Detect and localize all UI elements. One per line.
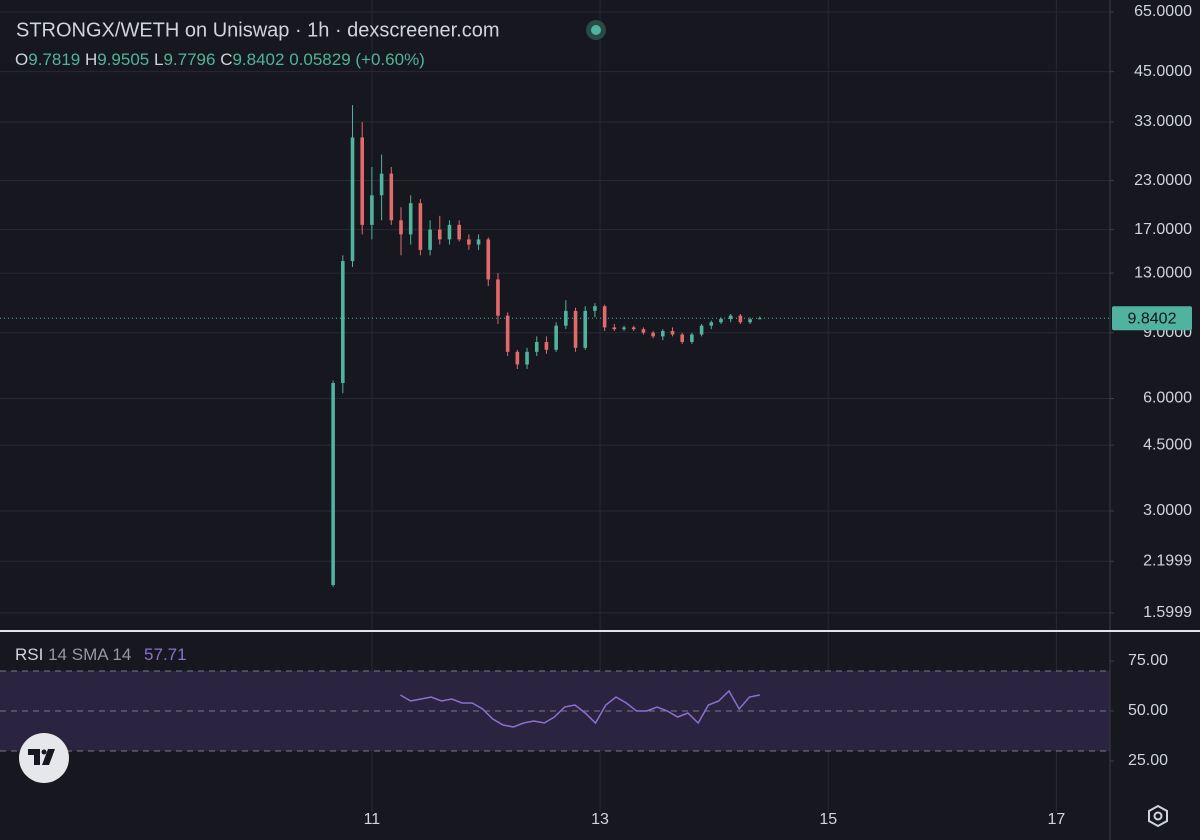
y-tick-label: 3.0000	[1143, 502, 1192, 519]
y-tick-label: 50.00	[1128, 702, 1168, 719]
candle-body	[690, 334, 694, 343]
live-indicator-dot	[591, 25, 601, 35]
candle-body	[515, 351, 520, 365]
candle-body	[593, 306, 597, 311]
y-tick-label: 75.00	[1128, 652, 1168, 669]
x-tick-label: 15	[819, 811, 837, 828]
y-tick-label: 25.00	[1128, 752, 1168, 769]
candle-body	[622, 327, 626, 330]
close-label: C	[220, 50, 232, 69]
change-value: 0.05829	[289, 50, 350, 69]
candle-body	[602, 306, 607, 328]
candle-body	[583, 310, 588, 348]
settings-button[interactable]	[1148, 804, 1168, 828]
logo-mark	[28, 749, 55, 765]
candle-body	[544, 342, 549, 350]
y-tick-label: 6.0000	[1143, 390, 1192, 407]
y-tick-label: 4.5000	[1143, 436, 1192, 453]
candle-body	[341, 261, 345, 384]
ohlc-legend: O9.7819 H9.9505 L9.7796 C9.8402 0.05829 …	[15, 50, 425, 69]
rsi-line	[400, 689, 760, 728]
candle-body	[505, 315, 510, 352]
candle-body	[554, 325, 558, 350]
candle-body	[651, 332, 655, 337]
candle-body	[457, 224, 461, 240]
candle-body	[467, 239, 471, 245]
y-tick-label: 45.0000	[1134, 63, 1192, 80]
candle-body	[399, 220, 403, 235]
y-tick-label: 13.0000	[1134, 264, 1192, 281]
low-value: 9.7796	[163, 50, 215, 69]
logo-circle	[19, 733, 69, 783]
candle-body	[612, 327, 617, 330]
candle-body	[437, 229, 442, 240]
candle-body	[408, 203, 413, 235]
last-price-label: 9.8402	[1128, 310, 1177, 327]
y-tick-label: 2.1999	[1143, 552, 1192, 569]
y-tick-label: 1.5999	[1143, 604, 1192, 621]
candle-body	[534, 342, 539, 352]
candle-body	[719, 318, 723, 323]
candle-body	[564, 310, 568, 326]
candle-body	[738, 315, 743, 323]
candle-body	[748, 319, 752, 323]
candle-body	[641, 329, 646, 333]
plot-area	[331, 105, 762, 728]
y-tick-label: 23.0000	[1134, 172, 1192, 189]
last-price-tag	[1112, 306, 1192, 331]
candle-body	[486, 239, 491, 280]
open-label: O	[15, 50, 28, 69]
candle-body	[728, 315, 733, 319]
rsi-legend: RSI 14 SMA 14 57.71	[15, 645, 187, 664]
chart-title: STRONGX/WETH on Uniswap · 1h · dexscreen…	[16, 19, 499, 41]
y-tick-label: 65.0000	[1134, 3, 1192, 20]
rsi-smoothing: SMA	[72, 645, 110, 664]
settings-icon-center	[1153, 811, 1163, 821]
candle-body	[379, 173, 384, 196]
y-tick-label: 33.0000	[1134, 113, 1192, 130]
candle-body	[370, 195, 374, 225]
candle-body	[757, 318, 762, 320]
candle-body	[350, 137, 355, 262]
x-tick-label: 11	[364, 811, 381, 828]
x-tick-label: 13	[591, 811, 609, 828]
y-tick-label: 17.0000	[1134, 221, 1192, 238]
rsi-smoothing-length: 14	[112, 645, 131, 664]
candle-body	[360, 137, 365, 225]
candle-body	[670, 330, 675, 335]
candle-body	[661, 330, 665, 337]
candle-body	[573, 310, 578, 348]
candle-body	[525, 351, 529, 365]
change-percent: (+0.60%)	[355, 50, 424, 69]
rsi-length: 14	[48, 645, 67, 664]
low-label: L	[154, 50, 163, 69]
candle-body	[447, 224, 452, 240]
candle-body	[331, 383, 335, 586]
high-label: H	[85, 50, 97, 69]
candle-body	[680, 334, 684, 343]
close-value: 9.8402	[232, 50, 284, 69]
candle-body	[418, 203, 423, 250]
candle-body	[496, 279, 500, 316]
candle-body	[709, 322, 714, 326]
settings-icon	[1148, 804, 1168, 828]
high-value: 9.9505	[97, 50, 149, 69]
open-value: 9.7819	[28, 50, 80, 69]
candle-body	[699, 325, 704, 335]
candle-body	[389, 173, 394, 221]
rsi-value: 57.71	[144, 645, 187, 664]
logo-dot	[41, 749, 47, 755]
tradingview-logo[interactable]	[19, 733, 69, 783]
candle-body	[428, 229, 432, 250]
candle-body	[476, 239, 481, 245]
candle-body	[631, 327, 636, 330]
grid	[0, 0, 1110, 812]
x-tick-label: 17	[1047, 811, 1065, 828]
rsi-name: RSI	[15, 645, 43, 664]
